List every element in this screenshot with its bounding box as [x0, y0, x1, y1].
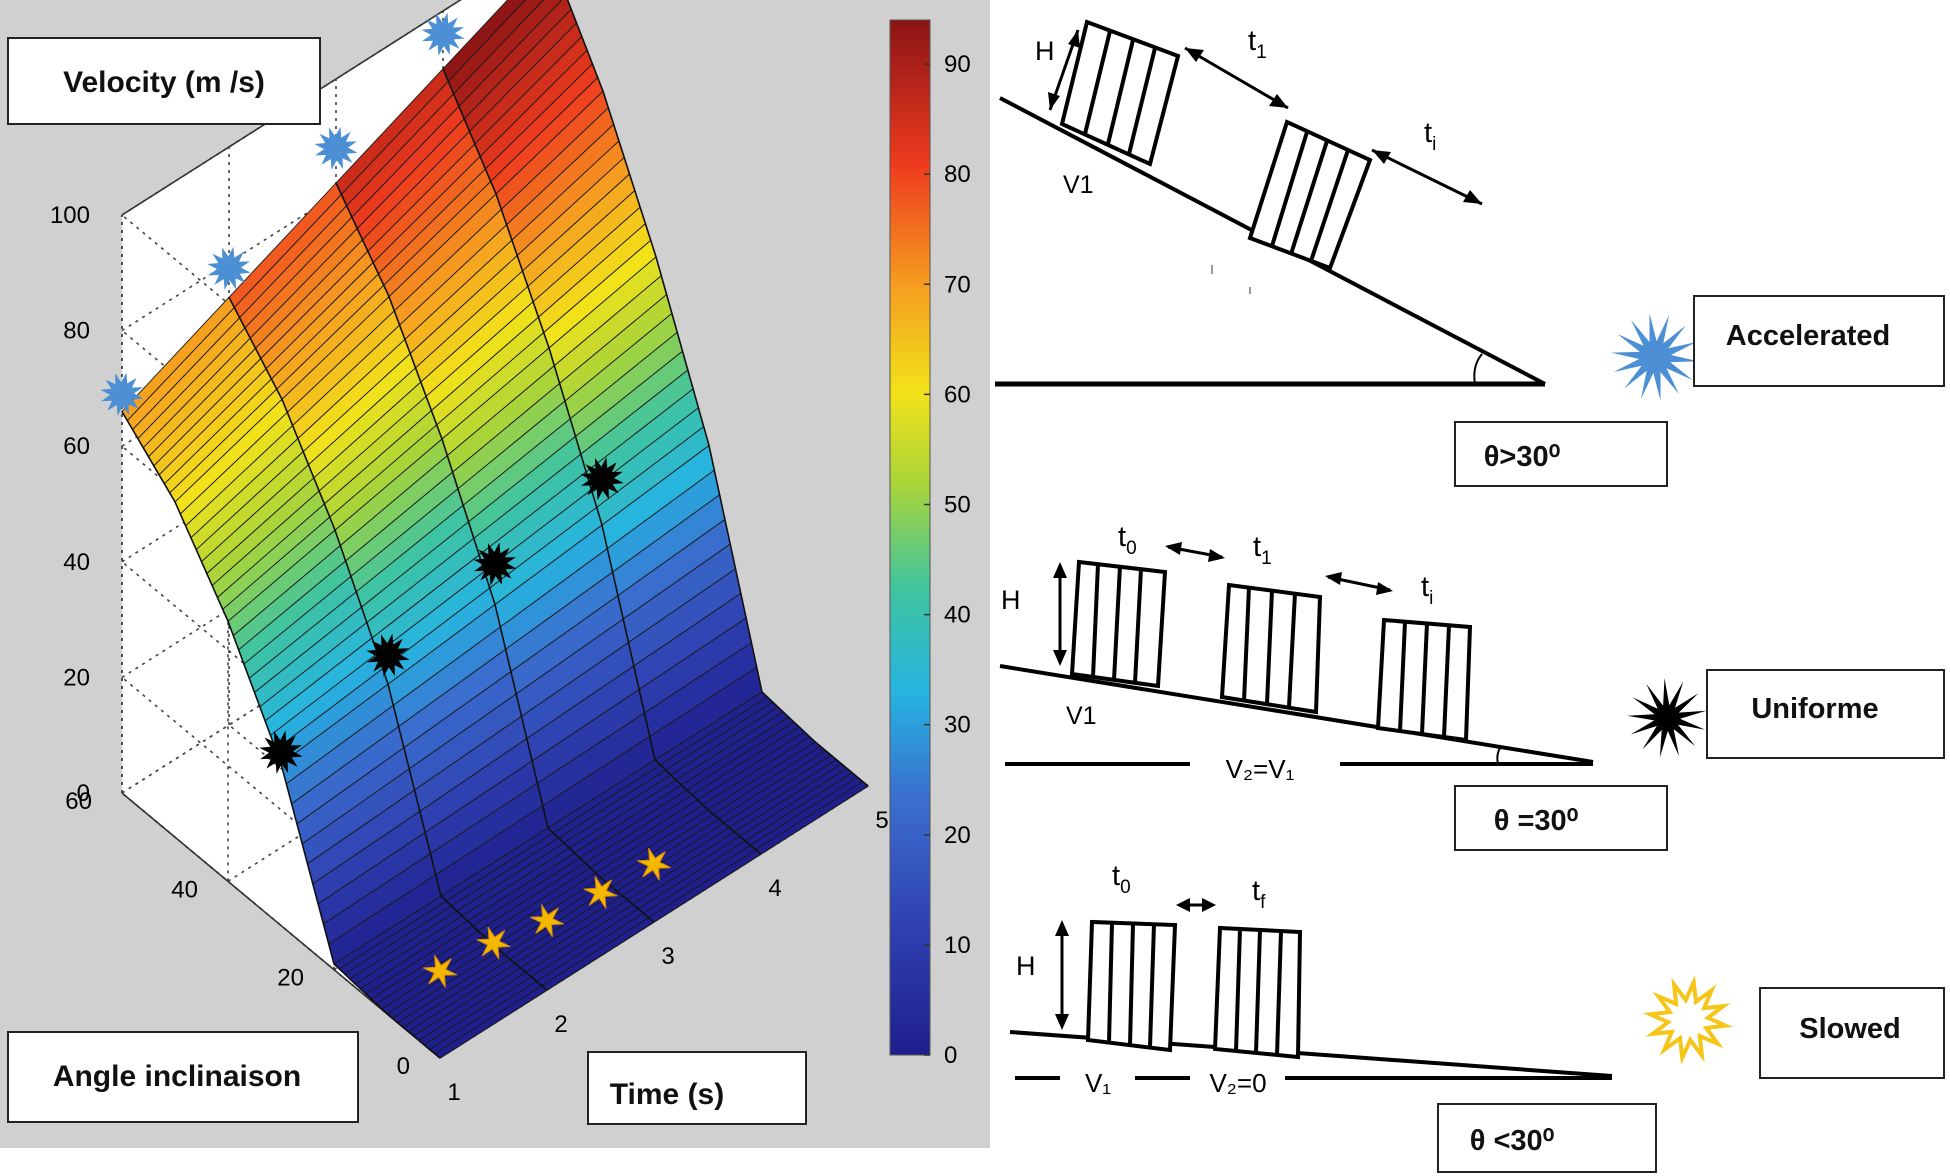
- panel-uniforme: H V1 t0 t1 ti V₂=V₁ Uniforme θ =30⁰: [999, 521, 1945, 851]
- time-label: t1: [1248, 25, 1267, 63]
- state-label: Slowed: [1799, 1013, 1901, 1045]
- z-tick-label: 40: [63, 549, 90, 576]
- y-tick-label: 20: [277, 965, 304, 992]
- block-2: [1219, 582, 1323, 715]
- grid-line: [121, 676, 441, 944]
- speed-label: V₂=0: [1209, 1068, 1266, 1098]
- colorbar-tick-label: 10: [944, 932, 971, 959]
- zlabel-box: Velocity (m /s): [7, 37, 321, 125]
- inclined-plane-diagrams: H V1 t1 ti Accelerated θ>30⁰: [995, 19, 1945, 1173]
- block-1: [1069, 559, 1168, 689]
- surface-time-line: [566, 0, 869, 787]
- marker-accelerated: [100, 372, 144, 416]
- colorbar-tick-label: 70: [944, 271, 971, 298]
- x-tick-label: 4: [768, 875, 781, 902]
- colorbar-gradient: [889, 19, 931, 1056]
- colorbar-tick-label: 30: [944, 712, 971, 739]
- marker-uniforme: [366, 633, 410, 677]
- time-label: ti: [1424, 117, 1436, 155]
- x-tick-label: 3: [661, 943, 674, 970]
- surface-time-line: [335, 182, 655, 923]
- slowed-icon: [1642, 974, 1734, 1066]
- block-2: [1212, 925, 1303, 1060]
- time-label: ti: [1421, 571, 1433, 609]
- marker-accelerated: [314, 126, 358, 170]
- y-tick-label: 60: [65, 788, 92, 815]
- marker-slowed: [530, 904, 564, 938]
- x-tick-label: 5: [875, 807, 888, 834]
- uniforme-icon: [1627, 678, 1707, 758]
- ticks-layer: 0 20 40 60 80 100 0 20 40 60 1 2 3 4 5: [50, 202, 889, 1106]
- marker-slowed: [476, 926, 511, 960]
- surface-time-line: [442, 68, 762, 855]
- zlabel: Velocity (m /s): [63, 66, 265, 99]
- angle-label: θ>30⁰: [1484, 441, 1561, 473]
- z-tick-label: 60: [63, 433, 90, 460]
- marker-slowed: [423, 954, 457, 988]
- grid-line: [121, 561, 441, 828]
- block-1: [1059, 19, 1181, 167]
- speed-label: V₁: [1085, 1068, 1111, 1098]
- surface-chart: 0 20 40 60 80 100 0 20 40 60 1 2 3 4 5 0 10 20 30 40 50 60 70…: [0, 0, 990, 1148]
- colorbar-tick-label: 80: [944, 161, 971, 188]
- marker-uniforme: [580, 457, 624, 501]
- panel-slowed: H t0 tf V₁ V₂=0 Slowed θ <30⁰: [1009, 860, 1945, 1173]
- marker-uniforme: [259, 730, 303, 774]
- xlabel: Time (s): [610, 1078, 724, 1111]
- time-arrow: [1184, 46, 1289, 110]
- z-tick-label: 100: [50, 202, 90, 229]
- marker-slowed: [637, 847, 671, 881]
- velocity-label: V1: [1063, 171, 1094, 199]
- marker-uniforme: [473, 542, 517, 586]
- ylabel-box: Angle inclinaison: [7, 1031, 359, 1123]
- y-tick-label: 40: [171, 876, 198, 903]
- block-2: [1247, 119, 1373, 271]
- grid-line: [121, 214, 441, 481]
- time-label: t0: [1112, 860, 1131, 898]
- time-label: tf: [1252, 875, 1266, 913]
- incline-line: [999, 664, 1594, 764]
- block-3: [1375, 617, 1473, 743]
- colorbar-tick-label: 60: [944, 381, 971, 408]
- state-label: Uniforme: [1751, 693, 1878, 725]
- colorbar-tick-label: 20: [944, 822, 971, 849]
- height-label: H: [1035, 36, 1055, 66]
- x-tick-label: 2: [554, 1011, 567, 1038]
- time-label: t1: [1253, 531, 1272, 569]
- accelerated-icon: [1611, 313, 1699, 401]
- block-1: [1085, 919, 1178, 1053]
- speed-label: V₂=V₁: [1226, 754, 1295, 784]
- z-tick-label: 80: [63, 318, 90, 345]
- colorbar-tick-label: 40: [944, 602, 971, 629]
- colorbar-tick-label: 90: [944, 51, 971, 78]
- z-tick-label: 0: [77, 780, 90, 807]
- angle-label: θ <30⁰: [1470, 1125, 1555, 1157]
- z-tick-label: 20: [63, 664, 90, 691]
- angle-arc: [1496, 747, 1501, 765]
- colorbar-tick-label: 0: [944, 1042, 957, 1069]
- angle-label: θ =30⁰: [1494, 805, 1579, 837]
- colorbar-tick-label: 50: [944, 491, 971, 518]
- colorbar: 0 10 20 30 40 50 60 70 80 90: [889, 19, 971, 1069]
- state-label: Accelerated: [1726, 320, 1890, 352]
- colorbar-ticks: 0 10 20 30 40 50 60 70 80 90: [924, 51, 971, 1069]
- marker-slowed: [583, 876, 618, 909]
- surface-layer: [121, 0, 869, 1059]
- marker-accelerated: [421, 12, 465, 56]
- ylabel: Angle inclinaison: [53, 1060, 301, 1093]
- velocity-label: V1: [1066, 702, 1097, 730]
- angle-arc: [1473, 353, 1483, 385]
- height-label: H: [1016, 951, 1036, 981]
- axis-line: [121, 0, 462, 216]
- height-label: H: [1001, 585, 1021, 615]
- time-label: t0: [1118, 521, 1137, 559]
- xlabel-box: Time (s): [587, 1051, 807, 1125]
- markers-layer: [100, 12, 671, 988]
- y-tick-label: 0: [397, 1053, 410, 1080]
- panel-accelerated: H V1 t1 ti Accelerated θ>30⁰: [995, 19, 1945, 487]
- marker-accelerated: [207, 246, 251, 290]
- x-tick-label: 1: [447, 1079, 460, 1106]
- time-arrow: [1371, 148, 1483, 206]
